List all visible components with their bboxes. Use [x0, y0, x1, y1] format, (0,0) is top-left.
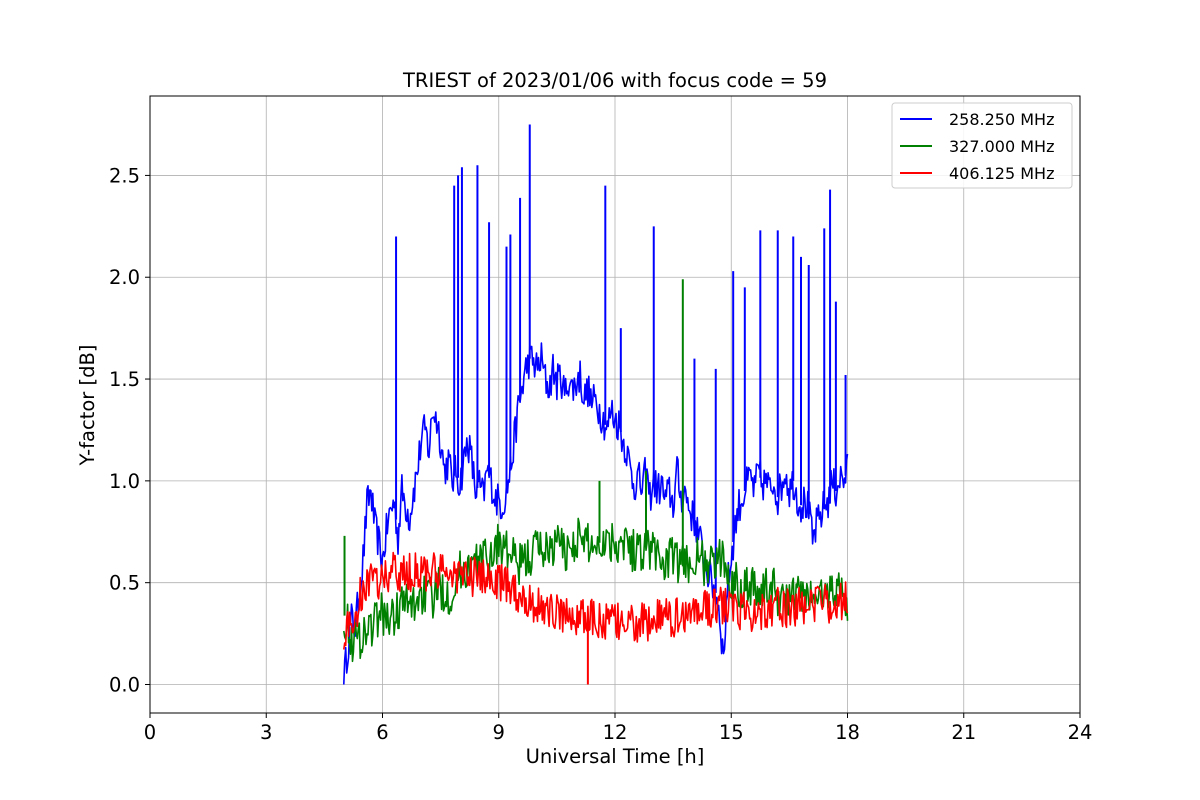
- plot-area: [343, 124, 849, 685]
- series-line: [343, 551, 849, 650]
- x-axis-ticks: 0 3 6 9 12 15 18 21 24: [144, 713, 1093, 744]
- legend-label: 406.125 MHz: [949, 164, 1054, 183]
- y-tick-label: 0.0: [109, 673, 140, 696]
- y-tick-label: 1.5: [109, 368, 140, 391]
- x-tick-label: 24: [1068, 721, 1093, 744]
- series-line: [343, 342, 849, 685]
- x-axis-label: Universal Time [h]: [526, 745, 705, 768]
- legend-label: 327.000 MHz: [949, 137, 1054, 156]
- y-tick-label: 2.0: [109, 266, 140, 289]
- x-tick-label: 6: [376, 721, 388, 744]
- legend-label: 258.250 MHz: [949, 110, 1054, 129]
- x-tick-label: 18: [835, 721, 860, 744]
- series-0: [343, 124, 849, 685]
- y-axis-ticks: 0.0 0.5 1.0 1.5 2.0 2.5: [109, 164, 150, 696]
- y-axis-label: Y-factor [dB]: [76, 345, 99, 467]
- series-2: [343, 551, 849, 685]
- series-line: [343, 517, 849, 663]
- x-tick-label: 15: [719, 721, 744, 744]
- y-tick-label: 0.5: [109, 572, 140, 595]
- legend-box: [891, 102, 1073, 189]
- x-tick-label: 0: [144, 721, 156, 744]
- y-tick-label: 1.0: [109, 470, 140, 493]
- x-tick-label: 21: [951, 721, 976, 744]
- series-1: [343, 279, 849, 663]
- x-tick-label: 12: [603, 721, 628, 744]
- x-tick-label: 9: [493, 721, 505, 744]
- x-tick-label: 3: [260, 721, 272, 744]
- legend: 258.250 MHz 327.000 MHz 406.125 MHz: [891, 102, 1073, 189]
- y-tick-label: 2.5: [109, 164, 140, 187]
- chart-title: TRIEST of 2023/01/06 with focus code = 5…: [402, 69, 827, 92]
